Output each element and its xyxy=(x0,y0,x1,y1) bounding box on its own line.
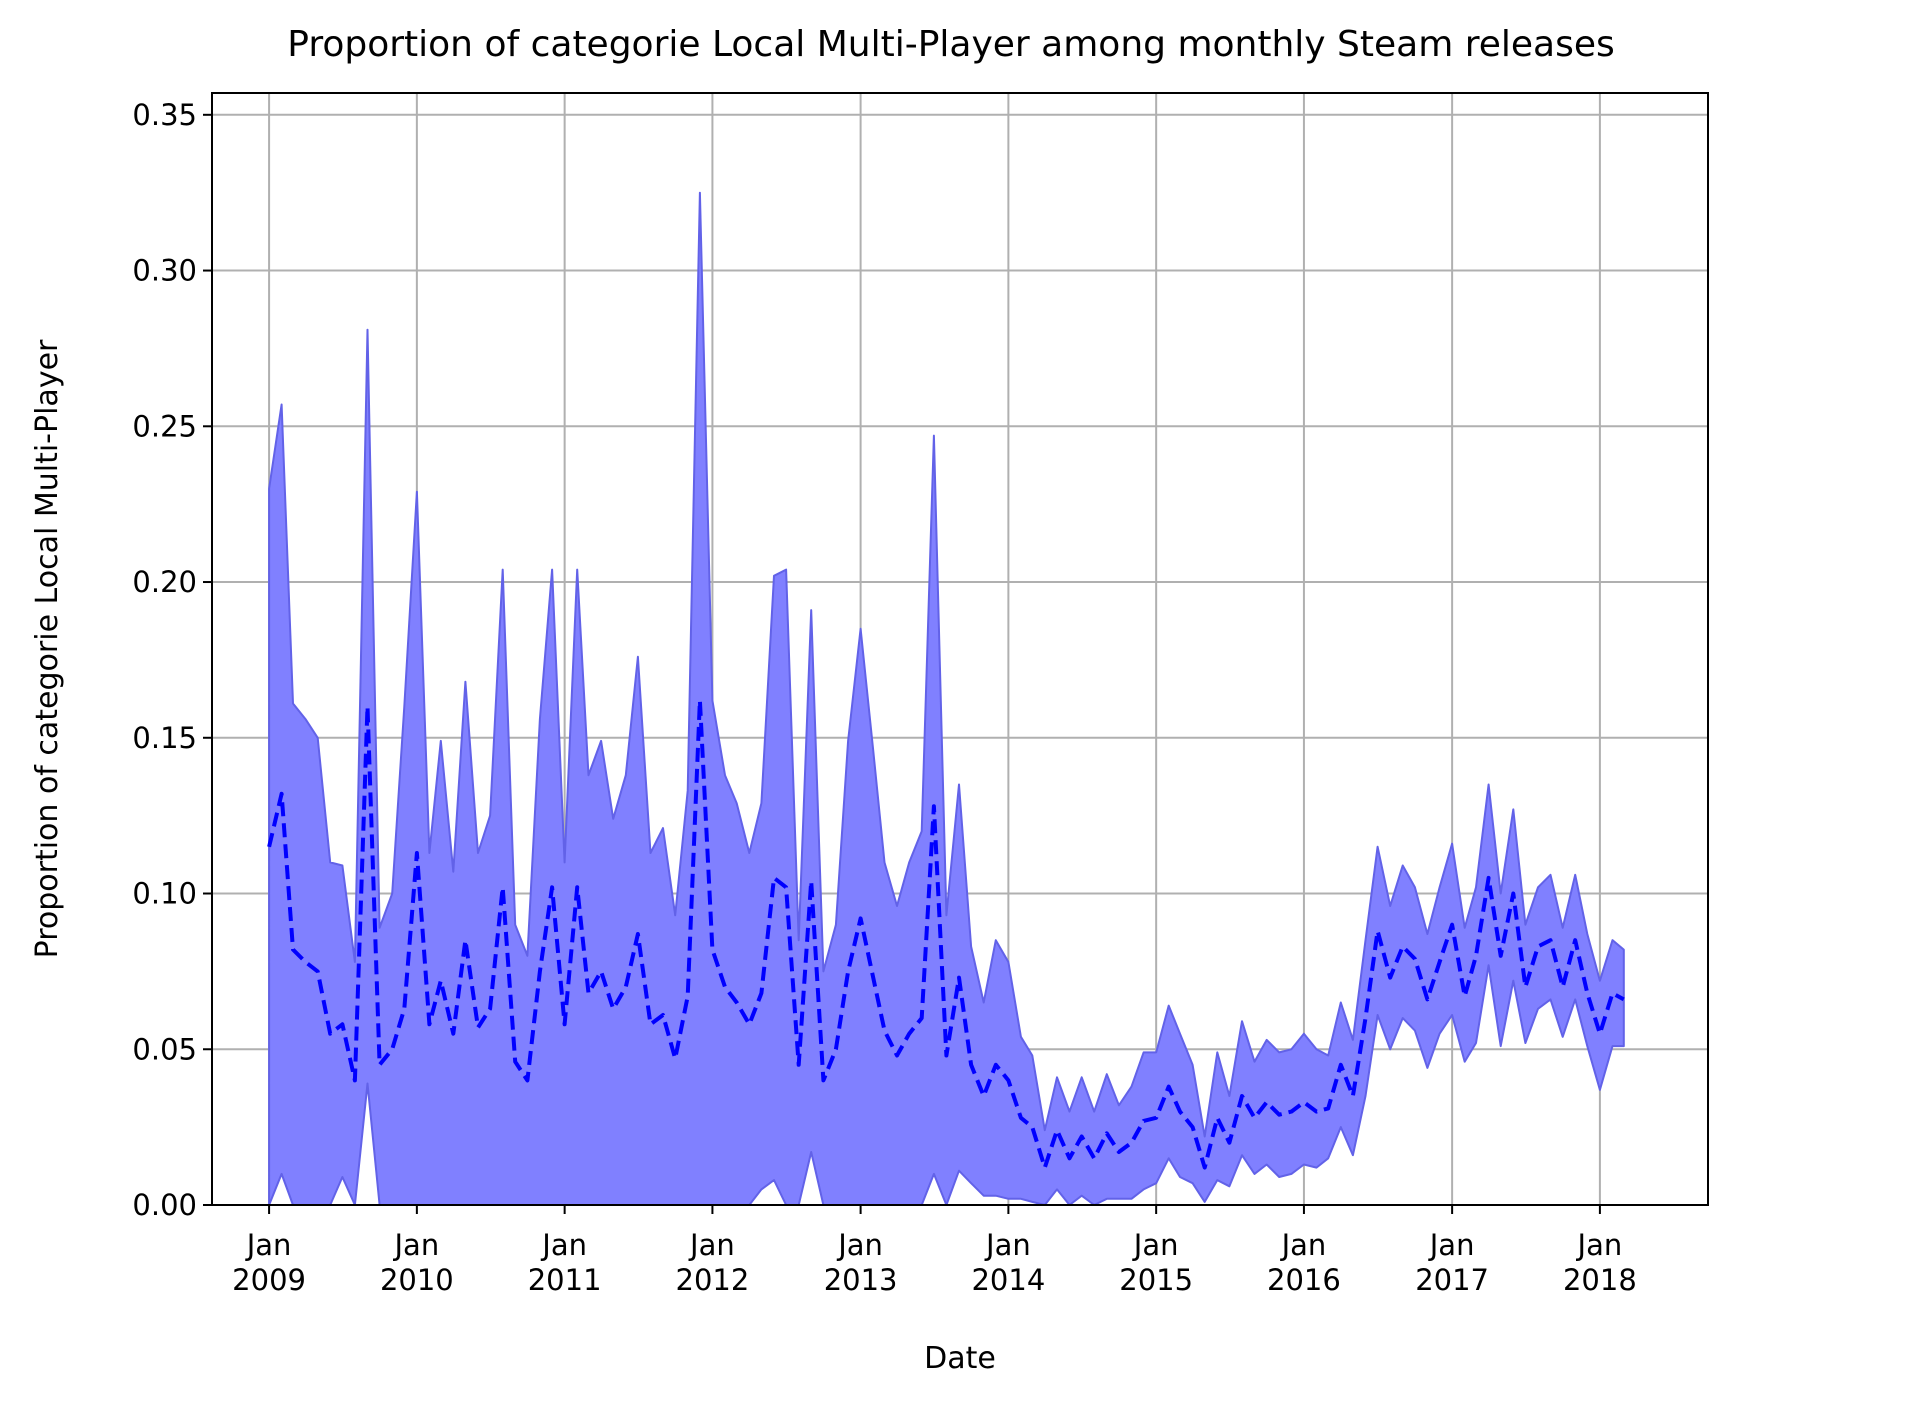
x-tick-year: 2014 xyxy=(971,1263,1045,1297)
plot-frame xyxy=(211,92,1709,1206)
x-tick-label: Jan 2013 xyxy=(824,1228,898,1297)
mean-line-layer xyxy=(267,698,1625,1170)
x-tick-year: 2017 xyxy=(1415,1263,1489,1297)
x-tick-label: Jan 2018 xyxy=(1563,1228,1637,1297)
x-tick-label: Jan 2014 xyxy=(971,1228,1045,1297)
x-tick-year: 2011 xyxy=(528,1263,602,1297)
x-tick-year: 2012 xyxy=(676,1263,750,1297)
x-tick-month: Jan xyxy=(1280,1228,1327,1262)
x-tick-month: Jan xyxy=(836,1228,883,1262)
x-tick-label: Jan 2010 xyxy=(380,1228,454,1297)
x-tick-month: Jan xyxy=(393,1228,440,1262)
y-tick-label: 0.10 xyxy=(132,877,197,911)
x-tick-year: 2010 xyxy=(380,1263,454,1297)
x-tick-label: Jan 2011 xyxy=(528,1228,602,1297)
x-tick-label: Jan 2017 xyxy=(1415,1228,1489,1297)
x-tick-label: Jan 2015 xyxy=(1119,1228,1193,1297)
x-tick-month: Jan xyxy=(1576,1228,1623,1262)
y-axis: 0.00 0.05 0.10 0.15 0.20 0.25 0.30 0.35 xyxy=(132,98,212,1222)
y-tick-label: 0.20 xyxy=(132,565,197,599)
x-tick-year: 2009 xyxy=(232,1263,306,1297)
y-tick-label: 0.00 xyxy=(132,1188,197,1222)
x-tick-year: 2013 xyxy=(824,1263,898,1297)
y-tick-label: 0.25 xyxy=(132,409,197,443)
x-tick-month: Jan xyxy=(245,1228,292,1262)
y-tick-label: 0.30 xyxy=(132,254,197,288)
y-tick-label: 0.05 xyxy=(132,1032,197,1066)
y-axis-label: Proportion of categorie Local Multi-Play… xyxy=(30,339,65,958)
x-tick-year: 2018 xyxy=(1563,1263,1637,1297)
x-tick-label: Jan 2012 xyxy=(676,1228,750,1297)
chart-title: Proportion of categorie Local Multi-Play… xyxy=(287,24,1615,65)
x-tick-year: 2016 xyxy=(1267,1263,1341,1297)
x-tick-month: Jan xyxy=(1428,1228,1475,1262)
y-tick-label: 0.35 xyxy=(132,98,197,132)
x-tick-year: 2015 xyxy=(1119,1263,1193,1297)
x-tick-month: Jan xyxy=(688,1228,735,1262)
x-tick-month: Jan xyxy=(1132,1228,1179,1262)
x-tick-label: Jan 2009 xyxy=(232,1228,306,1297)
x-tick-month: Jan xyxy=(540,1228,587,1262)
y-tick-label: 0.15 xyxy=(132,721,197,755)
x-tick-label: Jan 2016 xyxy=(1267,1228,1341,1297)
x-tick-month: Jan xyxy=(984,1228,1031,1262)
mean-series-line xyxy=(267,698,1625,1170)
x-axis-label: Date xyxy=(924,1341,996,1376)
